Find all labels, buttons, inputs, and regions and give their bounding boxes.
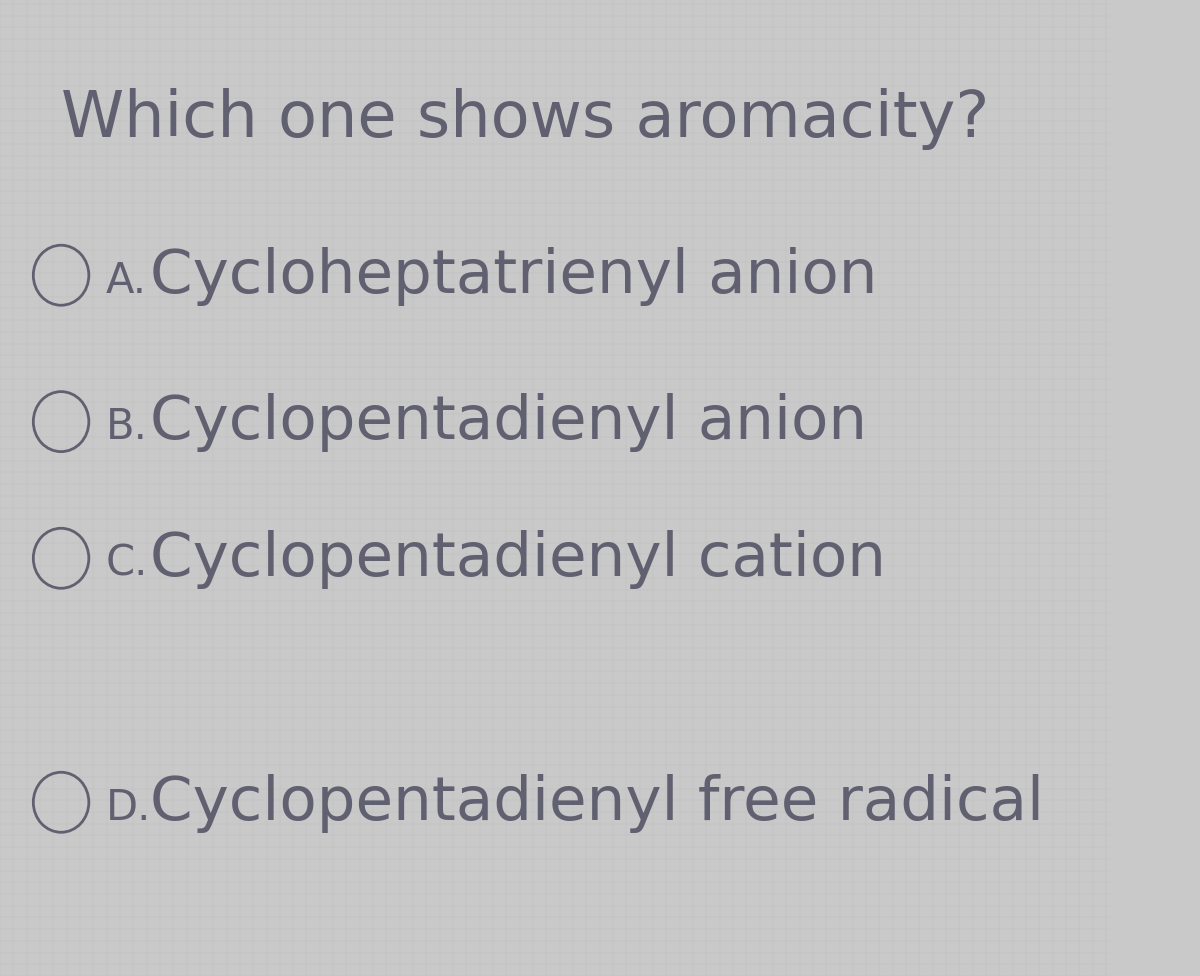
Text: Cyclopentadienyl free radical: Cyclopentadienyl free radical bbox=[150, 774, 1044, 833]
Text: Cyclopentadienyl anion: Cyclopentadienyl anion bbox=[150, 393, 868, 452]
Text: D.: D. bbox=[106, 787, 151, 829]
Text: Cycloheptatrienyl anion: Cycloheptatrienyl anion bbox=[150, 247, 877, 305]
Text: C.: C. bbox=[106, 543, 148, 585]
Text: Cyclopentadienyl cation: Cyclopentadienyl cation bbox=[150, 530, 886, 589]
Text: B.: B. bbox=[106, 406, 148, 448]
Text: A.: A. bbox=[106, 260, 146, 302]
Text: Which one shows aromacity?: Which one shows aromacity? bbox=[61, 88, 990, 150]
